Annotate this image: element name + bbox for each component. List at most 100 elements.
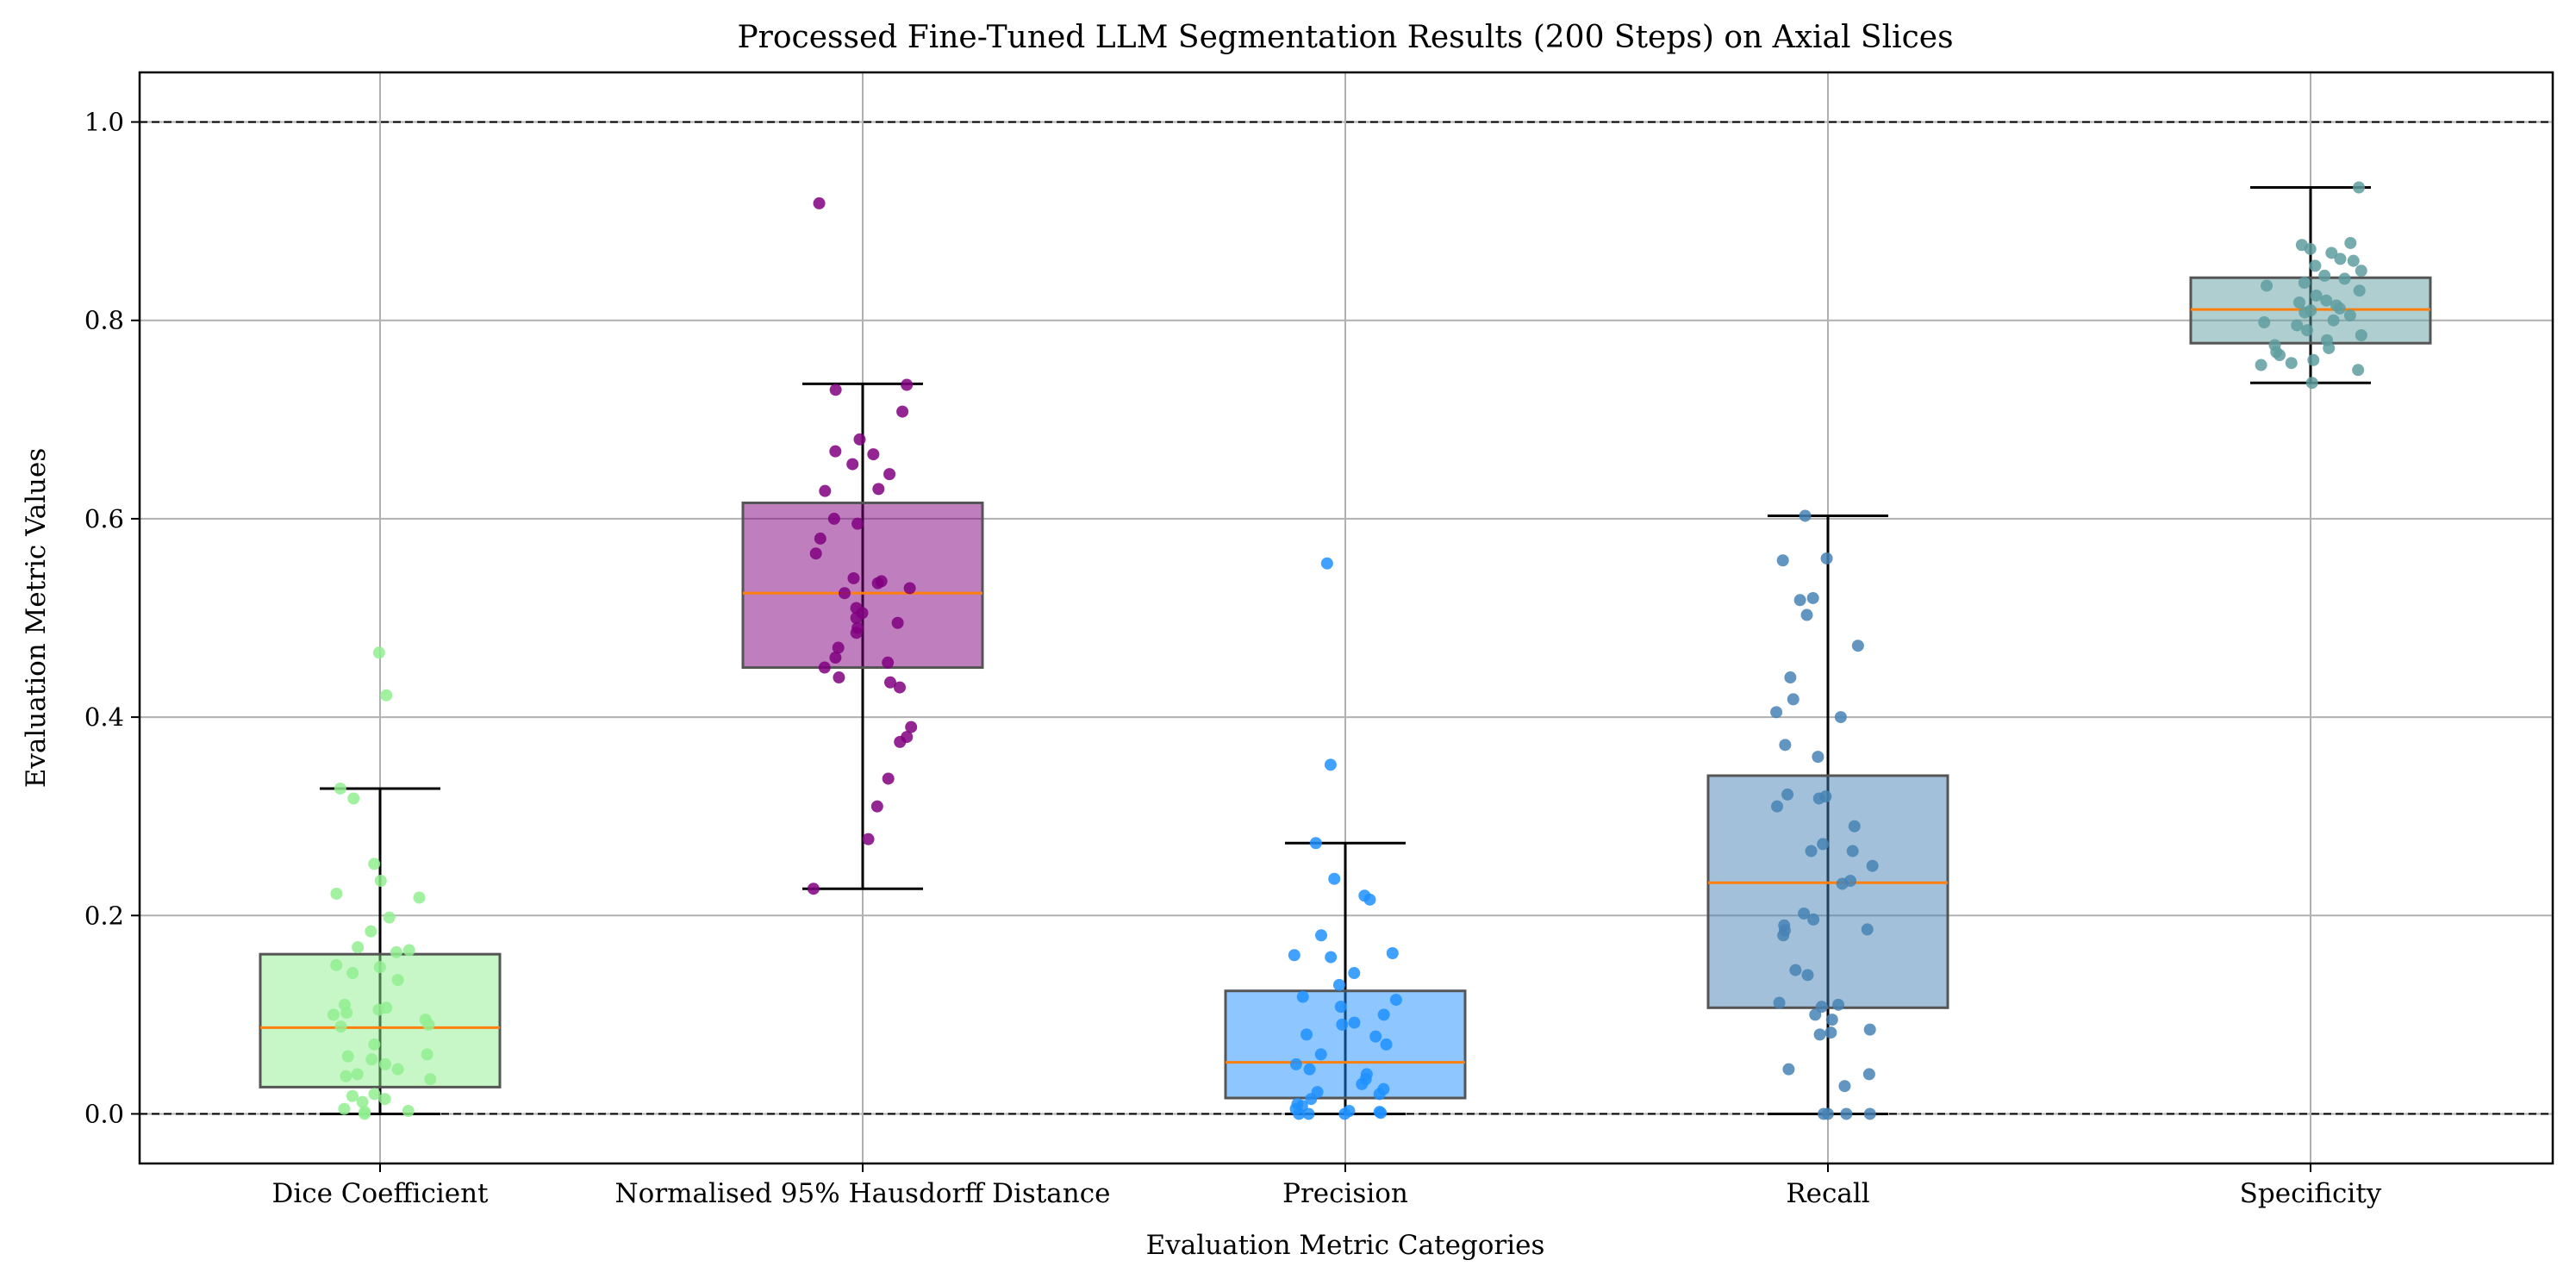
data-point bbox=[330, 958, 343, 971]
data-point bbox=[334, 1020, 347, 1033]
data-point bbox=[814, 532, 826, 545]
data-point bbox=[833, 671, 845, 684]
data-point bbox=[390, 945, 402, 958]
data-point bbox=[1377, 1008, 1390, 1021]
data-point bbox=[1851, 639, 1864, 652]
data-point bbox=[829, 652, 842, 664]
data-point bbox=[2355, 265, 2367, 278]
data-point bbox=[832, 641, 845, 654]
data-point bbox=[1777, 929, 1790, 942]
data-point bbox=[872, 483, 885, 496]
data-point bbox=[1846, 845, 1859, 858]
data-point bbox=[373, 961, 386, 974]
data-point bbox=[2333, 302, 2346, 315]
data-point bbox=[1817, 838, 1830, 851]
data-point bbox=[1336, 1018, 1349, 1031]
data-point bbox=[2355, 328, 2367, 341]
data-point bbox=[838, 587, 851, 600]
data-point bbox=[1356, 1077, 1369, 1090]
data-point bbox=[365, 925, 377, 938]
points-dice-coefficient bbox=[327, 646, 437, 1120]
data-point bbox=[829, 384, 842, 396]
data-point bbox=[2261, 279, 2273, 292]
data-point bbox=[1296, 990, 1309, 1003]
data-point bbox=[2338, 272, 2351, 285]
data-point bbox=[1834, 711, 1847, 724]
data-point bbox=[1389, 994, 1402, 1007]
data-point bbox=[1862, 1068, 1875, 1081]
data-point bbox=[378, 1093, 391, 1106]
data-point bbox=[383, 911, 396, 924]
data-point bbox=[850, 627, 863, 639]
data-point bbox=[1302, 1107, 1315, 1120]
data-point bbox=[2347, 254, 2360, 267]
data-point bbox=[391, 974, 404, 987]
data-point bbox=[1787, 693, 1799, 706]
y-axis-label: Evaluation Metric Values bbox=[21, 448, 52, 789]
data-point bbox=[847, 571, 860, 584]
data-point bbox=[421, 1048, 433, 1061]
data-point bbox=[1812, 751, 1824, 764]
data-point bbox=[2285, 357, 2298, 370]
data-point bbox=[2353, 181, 2366, 194]
x-tick-label: Precision bbox=[1282, 1178, 1408, 1209]
data-point bbox=[1303, 1063, 1316, 1076]
data-point bbox=[1309, 837, 1322, 850]
box-iqr bbox=[1706, 774, 1949, 1009]
data-point bbox=[903, 582, 916, 595]
data-point bbox=[1824, 1026, 1837, 1039]
data-point bbox=[368, 1088, 381, 1101]
data-point bbox=[1838, 1080, 1851, 1093]
data-point bbox=[1806, 591, 1819, 604]
data-point bbox=[1770, 706, 1783, 719]
data-point bbox=[424, 1073, 437, 1086]
points-specificity bbox=[2255, 181, 2367, 390]
data-point bbox=[2292, 296, 2305, 309]
data-point bbox=[2298, 306, 2311, 319]
data-point bbox=[368, 1038, 381, 1051]
data-point bbox=[853, 433, 866, 446]
data-point bbox=[2258, 316, 2271, 329]
data-point bbox=[359, 1107, 371, 1120]
data-point bbox=[2343, 309, 2356, 321]
data-point bbox=[1315, 929, 1328, 942]
data-point bbox=[2318, 269, 2331, 282]
data-point bbox=[905, 720, 918, 733]
y-tick-label: 1.0 bbox=[84, 108, 124, 137]
y-tick-label: 0.8 bbox=[84, 306, 124, 335]
data-point bbox=[1807, 913, 1820, 926]
data-point bbox=[891, 616, 904, 629]
data-point bbox=[1380, 1038, 1393, 1051]
data-point bbox=[380, 689, 393, 702]
data-point bbox=[827, 512, 840, 525]
data-point bbox=[2255, 359, 2267, 371]
box-normalised-95-hausdorff-distance bbox=[741, 382, 984, 890]
data-point bbox=[883, 676, 896, 689]
data-point bbox=[1320, 557, 1333, 570]
data-point bbox=[1805, 845, 1818, 858]
data-point bbox=[1300, 1028, 1313, 1041]
data-point bbox=[2273, 349, 2286, 362]
data-point bbox=[1793, 594, 1806, 607]
data-point bbox=[341, 1050, 354, 1063]
data-point bbox=[346, 1089, 359, 1102]
data-point bbox=[1836, 877, 1849, 890]
data-point bbox=[871, 577, 884, 589]
data-point bbox=[894, 681, 907, 694]
y-tick-label: 0.6 bbox=[84, 504, 124, 533]
data-point bbox=[1293, 1107, 1306, 1120]
data-point bbox=[1334, 1001, 1347, 1014]
data-point bbox=[2305, 377, 2318, 390]
data-point bbox=[1363, 893, 1376, 906]
data-point bbox=[1305, 1093, 1318, 1106]
data-point bbox=[351, 1068, 364, 1081]
data-point bbox=[1373, 1088, 1386, 1101]
data-point bbox=[1789, 964, 1802, 976]
data-point bbox=[1328, 872, 1341, 885]
data-point bbox=[1348, 1016, 1361, 1029]
data-point bbox=[2325, 246, 2338, 259]
data-point bbox=[2323, 341, 2336, 354]
data-point bbox=[1348, 967, 1361, 980]
data-point bbox=[374, 874, 387, 887]
